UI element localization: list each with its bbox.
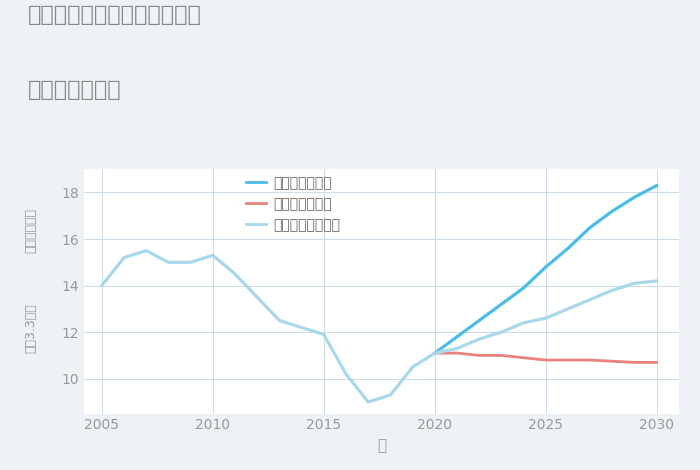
X-axis label: 年: 年 — [377, 438, 386, 453]
Legend: グッドシナリオ, バッドシナリオ, ノーマルシナリオ: グッドシナリオ, バッドシナリオ, ノーマルシナリオ — [246, 176, 340, 232]
Text: 土地の価格推移: 土地の価格推移 — [28, 80, 122, 100]
Text: 単価（万円）: 単価（万円） — [24, 208, 37, 253]
Text: 岐阜県飛騨市古川町袈裟丸の: 岐阜県飛騨市古川町袈裟丸の — [28, 5, 202, 25]
Text: 坪（3.3㎡）: 坪（3.3㎡） — [24, 303, 37, 353]
